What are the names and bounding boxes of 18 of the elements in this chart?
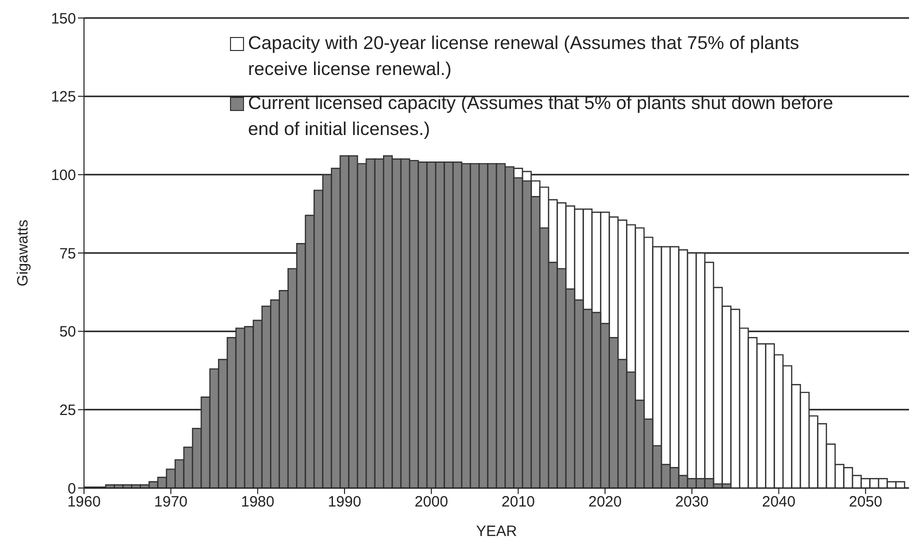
x-tick-label: 2050 xyxy=(848,494,882,511)
x-tick-label: 2000 xyxy=(414,494,448,511)
y-axis-title: Gigawatts xyxy=(14,220,32,286)
y-tick-label: 50 xyxy=(59,324,76,341)
x-axis-title: YEAR xyxy=(476,523,518,540)
x-tick-label: 2040 xyxy=(762,494,796,511)
x-tick-label: 2010 xyxy=(502,494,535,511)
y-tick-label: 75 xyxy=(59,245,76,262)
x-tick-label: 1970 xyxy=(154,494,188,511)
x-tick-label: 1980 xyxy=(240,494,274,511)
x-tick-label: 2030 xyxy=(675,494,709,511)
y-tick-label: 150 xyxy=(50,10,76,28)
x-tick-label: 2020 xyxy=(588,494,622,511)
y-tick-label: 125 xyxy=(50,88,76,106)
y-tick-label: 100 xyxy=(50,166,76,184)
legend-label: Capacity with 20-year license renewal (Assumes that 75% of plants receive license renewal.) xyxy=(248,31,800,81)
y-tick-label: 25 xyxy=(59,402,76,419)
x-tick-label: 1990 xyxy=(328,494,362,511)
